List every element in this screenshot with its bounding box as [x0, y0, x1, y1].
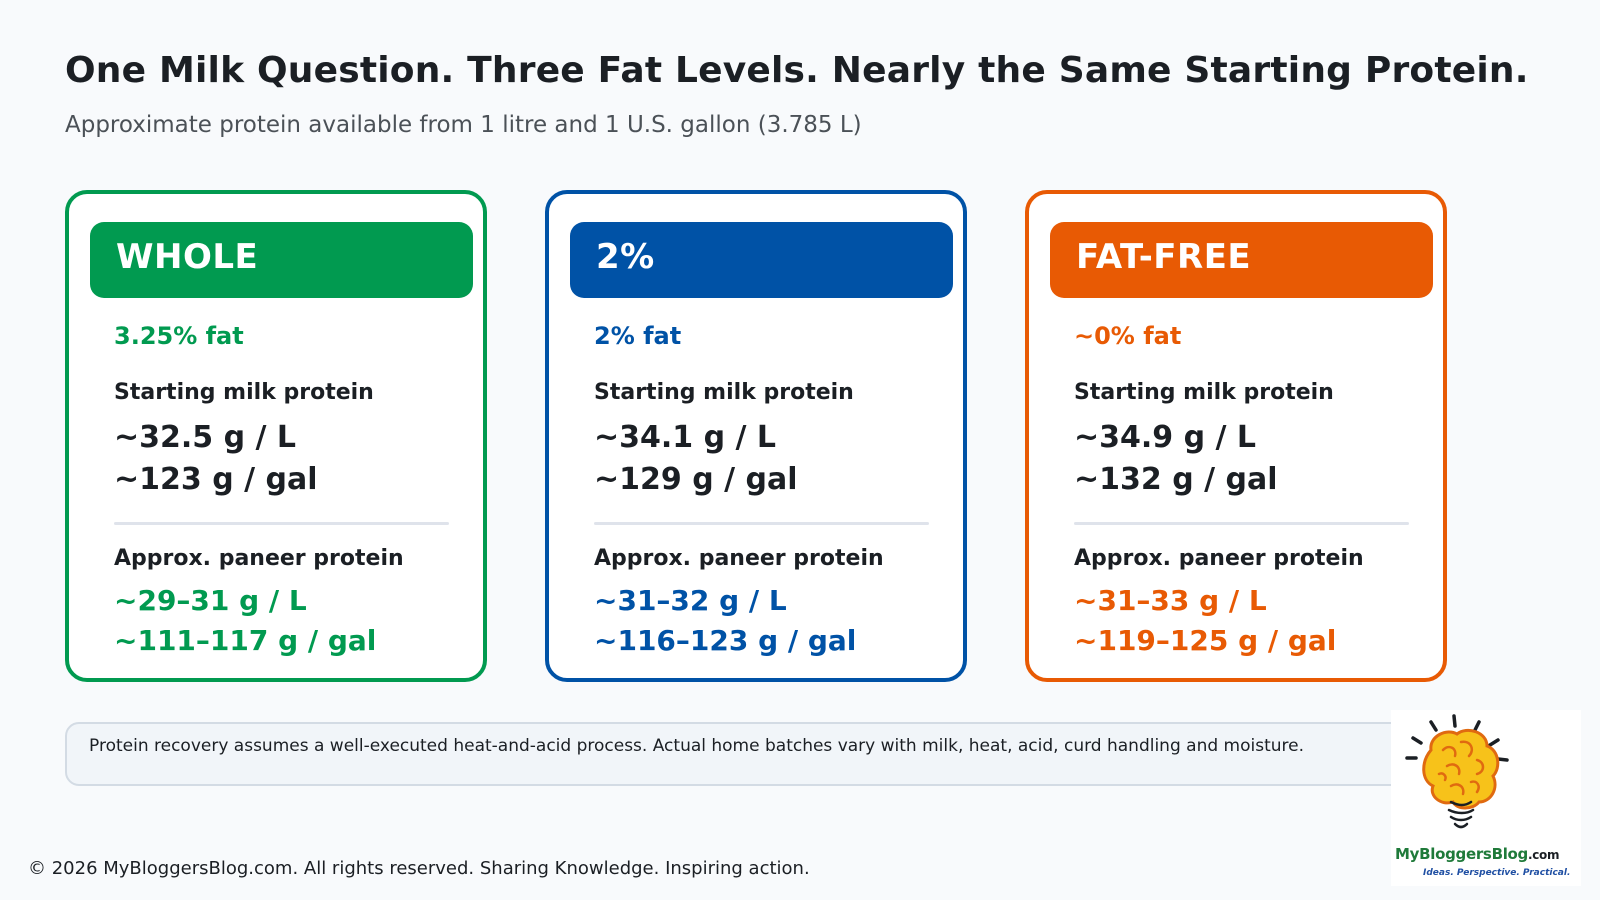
starting-protein-label: Starting milk protein: [114, 380, 374, 405]
paneer-protein-per-litre: ~31–33 g / L: [1074, 584, 1267, 617]
starting-protein-label: Starting milk protein: [1074, 380, 1334, 405]
divider: [1074, 522, 1409, 525]
starting-protein-per-gallon: ~123 g / gal: [114, 462, 318, 497]
site-logo[interactable]: MyBloggersBlog.com Ideas. Perspective. P…: [1391, 710, 1581, 886]
fat-level: 2% fat: [594, 322, 682, 350]
card-header: 2%: [570, 222, 953, 298]
logo-tagline: Ideas. Perspective. Practical.: [1423, 868, 1571, 878]
card-header: WHOLE: [90, 222, 473, 298]
starting-protein-per-litre: ~34.9 g / L: [1074, 420, 1257, 455]
paneer-protein-per-litre: ~31–32 g / L: [594, 584, 787, 617]
divider: [594, 522, 929, 525]
logo-wordmark: MyBloggersBlog.com: [1395, 845, 1560, 863]
paneer-protein-per-litre: ~29–31 g / L: [114, 584, 307, 617]
paneer-protein-per-gallon: ~116–123 g / gal: [594, 624, 857, 657]
page-title: One Milk Question. Three Fat Levels. Nea…: [65, 50, 1529, 91]
starting-protein-per-litre: ~32.5 g / L: [114, 420, 297, 455]
starting-protein-label: Starting milk protein: [594, 380, 854, 405]
starting-protein-per-litre: ~34.1 g / L: [594, 420, 777, 455]
fat-level: ~0% fat: [1074, 322, 1182, 350]
starting-protein-per-gallon: ~132 g / gal: [1074, 462, 1278, 497]
divider: [114, 522, 449, 525]
paneer-protein-label: Approx. paneer protein: [1074, 546, 1364, 571]
paneer-protein-label: Approx. paneer protein: [594, 546, 884, 571]
footer-copyright: © 2026 MyBloggersBlog.com. All rights re…: [28, 858, 810, 879]
brain-lightbulb-icon: [1405, 714, 1509, 829]
starting-protein-per-gallon: ~129 g / gal: [594, 462, 798, 497]
card-whole: WHOLE 3.25% fat Starting milk protein ~3…: [65, 190, 487, 682]
card-header: FAT-FREE: [1050, 222, 1433, 298]
paneer-protein-per-gallon: ~111–117 g / gal: [114, 624, 377, 657]
fat-level: 3.25% fat: [114, 322, 244, 350]
paneer-protein-per-gallon: ~119–125 g / gal: [1074, 624, 1337, 657]
page-subtitle: Approximate protein available from 1 lit…: [65, 112, 862, 138]
paneer-protein-label: Approx. paneer protein: [114, 546, 404, 571]
card-fat-free: FAT-FREE ~0% fat Starting milk protein ~…: [1025, 190, 1447, 682]
note-box: Protein recovery assumes a well-executed…: [65, 722, 1425, 786]
card-two-percent: 2% 2% fat Starting milk protein ~34.1 g …: [545, 190, 967, 682]
